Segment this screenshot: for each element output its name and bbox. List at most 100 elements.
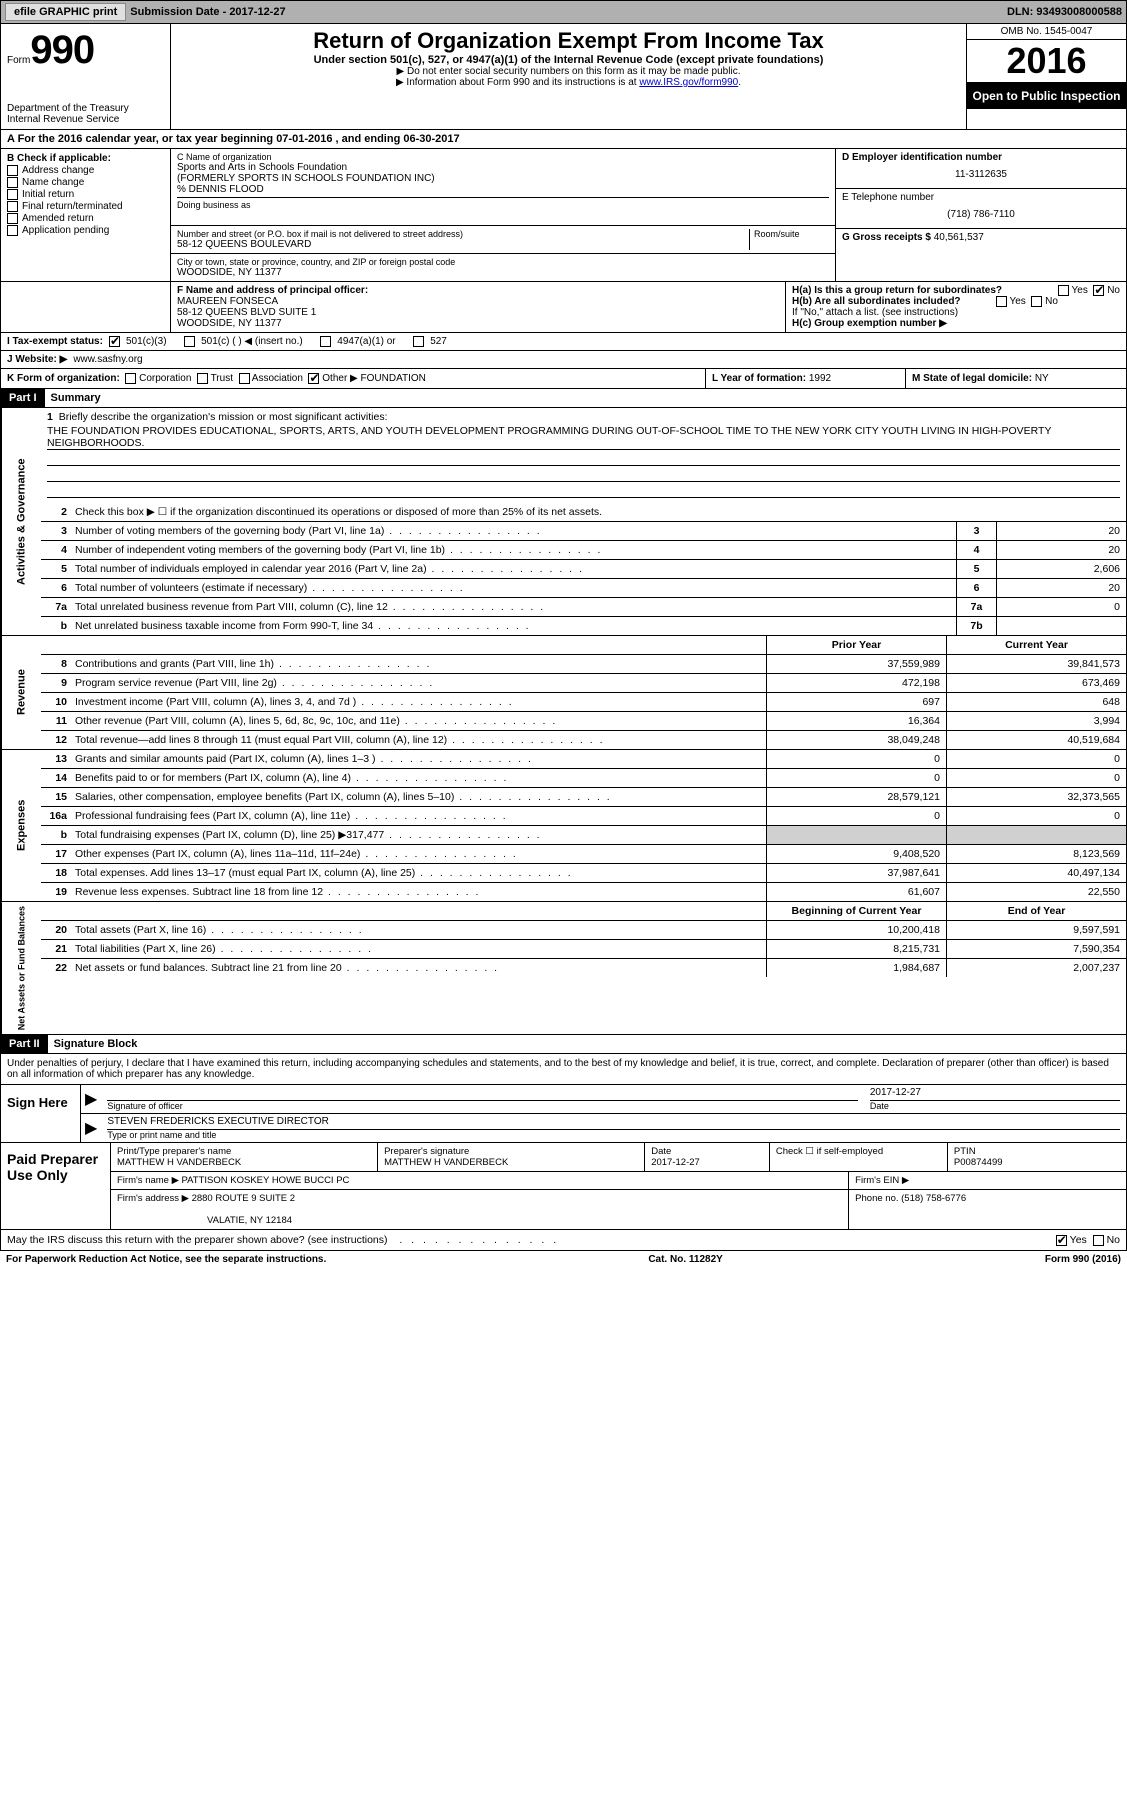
rev-header: Prior Year Current Year xyxy=(41,636,1126,655)
gross-cell: G Gross receipts $ 40,561,537 xyxy=(836,229,1126,249)
summary-line: 18Total expenses. Add lines 13–17 (must … xyxy=(41,864,1126,883)
chk-address-change[interactable]: Address change xyxy=(7,165,164,176)
chk-final-return[interactable]: Final return/terminated xyxy=(7,201,164,212)
year-formation: L Year of formation: 1992 xyxy=(706,369,906,388)
rev-side-label: Revenue xyxy=(1,636,41,749)
gov-section: Activities & Governance 1 Briefly descri… xyxy=(0,408,1127,636)
ssn-note: ▶ Do not enter social security numbers o… xyxy=(177,66,960,77)
summary-line: 5Total number of individuals employed in… xyxy=(41,560,1126,579)
state-domicile: M State of legal domicile: NY xyxy=(906,369,1126,388)
col-d: D Employer identification number 11-3112… xyxy=(836,149,1126,281)
org-name-cell: C Name of organization Sports and Arts i… xyxy=(171,149,835,226)
summary-line: 4Number of independent voting members of… xyxy=(41,541,1126,560)
org-address: 58-12 QUEENS BOULEVARD xyxy=(177,239,749,250)
signature-block: Under penalties of perjury, I declare th… xyxy=(0,1054,1127,1230)
part1-header: Part I Summary xyxy=(0,389,1127,408)
row-i: I Tax-exempt status: 501(c)(3) 501(c) ( … xyxy=(0,333,1127,351)
dept-treasury: Department of the Treasury xyxy=(7,103,164,114)
h-section: H(a) Is this a group return for subordin… xyxy=(786,282,1126,332)
summary-line: 9Program service revenue (Part VIII, lin… xyxy=(41,674,1126,693)
summary-line: 11Other revenue (Part VIII, column (A), … xyxy=(41,712,1126,731)
summary-line: 6Total number of volunteers (estimate if… xyxy=(41,579,1126,598)
discuss-no[interactable] xyxy=(1093,1235,1104,1246)
chk-app-pending[interactable]: Application pending xyxy=(7,225,164,236)
officer-name: STEVEN FREDERICKS EXECUTIVE DIRECTOR xyxy=(107,1116,1120,1130)
na-header: Beginning of Current Year End of Year xyxy=(41,902,1126,921)
summary-line: 20Total assets (Part X, line 16)10,200,4… xyxy=(41,921,1126,940)
chk-501c[interactable] xyxy=(184,336,195,347)
gross-value: 40,561,537 xyxy=(934,232,984,243)
irs-link[interactable]: www.IRS.gov/form990 xyxy=(639,77,738,88)
irs-label: Internal Revenue Service xyxy=(7,114,164,125)
summary-line: bNet unrelated business taxable income f… xyxy=(41,617,1126,635)
summary-line: 15Salaries, other compensation, employee… xyxy=(41,788,1126,807)
open-public: Open to Public Inspection xyxy=(967,83,1126,109)
info-note: ▶ Information about Form 990 and its ins… xyxy=(177,77,960,88)
row-j: J Website: ▶ www.sasfny.org xyxy=(0,351,1127,369)
section-a: A For the 2016 calendar year, or tax yea… xyxy=(0,130,1127,149)
form-word: Form xyxy=(7,55,30,66)
discuss-row: May the IRS discuss this return with the… xyxy=(0,1230,1127,1251)
part2-header: Part II Signature Block xyxy=(0,1035,1127,1054)
na-section: Net Assets or Fund Balances Beginning of… xyxy=(0,902,1127,1035)
summary-line: 16aProfessional fundraising fees (Part I… xyxy=(41,807,1126,826)
preparer-sig: MATTHEW H VANDERBECK xyxy=(384,1157,638,1168)
paid-preparer: Paid Preparer Use Only Print/Type prepar… xyxy=(1,1142,1126,1229)
exp-section: Expenses 13Grants and similar amounts pa… xyxy=(0,750,1127,902)
dln: DLN: 93493008000588 xyxy=(1007,6,1122,18)
summary-line: 3Number of voting members of the governi… xyxy=(41,522,1126,541)
row-f: F Name and address of principal officer:… xyxy=(0,282,1127,333)
top-grid: B Check if applicable: Address change Na… xyxy=(0,149,1127,282)
omb-number: OMB No. 1545-0047 xyxy=(967,24,1126,40)
sign-here: Sign Here ▶ Signature of officer 2017-12… xyxy=(1,1084,1126,1142)
summary-line: 7aTotal unrelated business revenue from … xyxy=(41,598,1126,617)
efile-button[interactable]: efile GRAPHIC print xyxy=(5,3,126,21)
chk-4947[interactable] xyxy=(320,336,331,347)
footer: For Paperwork Reduction Act Notice, see … xyxy=(0,1251,1127,1268)
arrow-icon: ▶ xyxy=(81,1114,101,1142)
tel-cell: E Telephone number (718) 786-7110 xyxy=(836,189,1126,229)
header-right: OMB No. 1545-0047 2016 Open to Public In… xyxy=(966,24,1126,129)
ein-value: 11-3112635 xyxy=(842,163,1120,180)
form-subtitle: Under section 501(c), 527, or 4947(a)(1)… xyxy=(177,54,960,66)
form-header: Form990 Department of the Treasury Inter… xyxy=(0,24,1127,130)
chk-527[interactable] xyxy=(413,336,424,347)
header-left: Form990 Department of the Treasury Inter… xyxy=(1,24,171,129)
summary-line: 21Total liabilities (Part X, line 26)8,2… xyxy=(41,940,1126,959)
tel-value: (718) 786-7110 xyxy=(842,203,1120,220)
summary-line: 14Benefits paid to or for members (Part … xyxy=(41,769,1126,788)
form-ref: Form 990 (2016) xyxy=(1045,1254,1121,1265)
preparer-name: MATTHEW H VANDERBECK xyxy=(117,1157,371,1168)
summary-line: 12Total revenue—add lines 8 through 11 (… xyxy=(41,731,1126,749)
summary-line: 10Investment income (Part VIII, column (… xyxy=(41,693,1126,712)
summary-line: 8Contributions and grants (Part VIII, li… xyxy=(41,655,1126,674)
col-b: B Check if applicable: Address change Na… xyxy=(1,149,171,281)
row-k: K Form of organization: Corporation Trus… xyxy=(0,369,1127,389)
org-name: Sports and Arts in Schools Foundation xyxy=(177,162,829,173)
addr-cell: Number and street (or P.O. box if mail i… xyxy=(171,226,835,254)
website-value: www.sasfny.org xyxy=(73,354,142,365)
firm-name: PATTISON KOSKEY HOWE BUCCI PC xyxy=(182,1175,350,1186)
gov-side-label: Activities & Governance xyxy=(1,408,41,635)
rev-section: Revenue Prior Year Current Year 8Contrib… xyxy=(0,636,1127,750)
exp-side-label: Expenses xyxy=(1,750,41,901)
summary-line: 2Check this box ▶ ☐ if the organization … xyxy=(41,503,1126,522)
principal-officer: F Name and address of principal officer:… xyxy=(171,282,786,332)
chk-name-change[interactable]: Name change xyxy=(7,177,164,188)
penalty-text: Under penalties of perjury, I declare th… xyxy=(1,1054,1126,1084)
summary-line: 13Grants and similar amounts paid (Part … xyxy=(41,750,1126,769)
form-number: 990 xyxy=(30,28,94,72)
org-co: % DENNIS FLOOD xyxy=(177,184,829,195)
chk-initial-return[interactable]: Initial return xyxy=(7,189,164,200)
chk-501c3[interactable] xyxy=(109,336,120,347)
paperwork-notice: For Paperwork Reduction Act Notice, see … xyxy=(6,1254,326,1265)
ein-cell: D Employer identification number 11-3112… xyxy=(836,149,1126,189)
summary-line: 17Other expenses (Part IX, column (A), l… xyxy=(41,845,1126,864)
chk-amended[interactable]: Amended return xyxy=(7,213,164,224)
discuss-yes[interactable] xyxy=(1056,1235,1067,1246)
summary-line: 22Net assets or fund balances. Subtract … xyxy=(41,959,1126,977)
col-b-label: B Check if applicable: xyxy=(7,153,164,164)
summary-line: 19Revenue less expenses. Subtract line 1… xyxy=(41,883,1126,901)
ptin-value: P00874499 xyxy=(954,1157,1120,1168)
header-mid: Return of Organization Exempt From Incom… xyxy=(171,24,966,129)
